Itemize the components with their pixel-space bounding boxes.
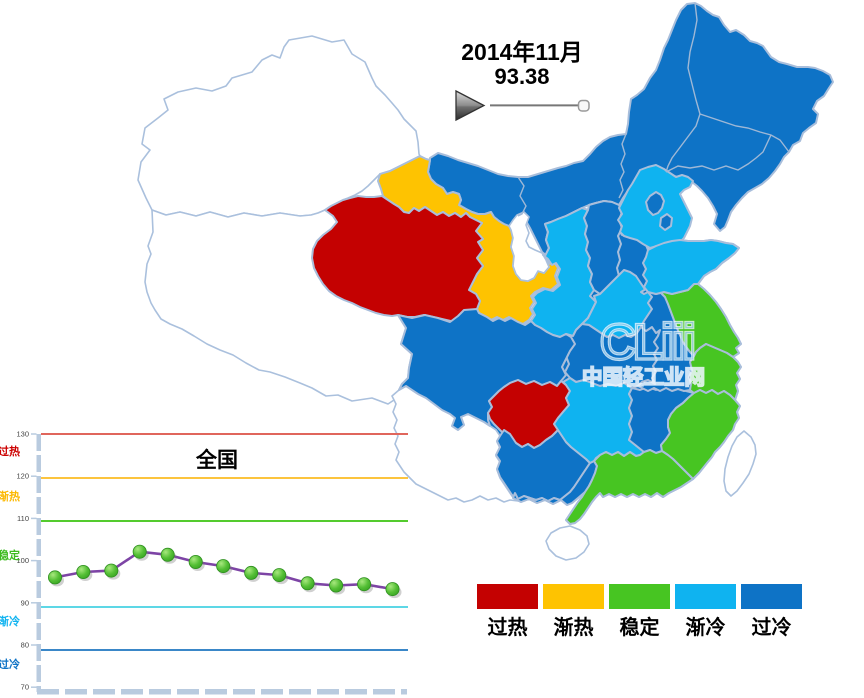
svg-text:100: 100 (16, 556, 29, 565)
svg-text:稳定: 稳定 (620, 615, 660, 639)
svg-text:93.38: 93.38 (494, 64, 549, 89)
svg-text:全国: 全国 (195, 448, 238, 472)
svg-text:过热: 过热 (0, 444, 20, 458)
svg-text:渐热: 渐热 (554, 615, 594, 639)
svg-text:中国轻工业网: 中国轻工业网 (582, 365, 705, 389)
svg-text:渐冷: 渐冷 (0, 614, 20, 628)
svg-text:CLiii: CLiii (600, 314, 693, 370)
svg-text:过热: 过热 (488, 616, 528, 639)
svg-text:90: 90 (21, 598, 29, 607)
svg-text:110: 110 (17, 514, 29, 523)
svg-text:过冷: 过冷 (0, 657, 20, 671)
svg-text:渐冷: 渐冷 (686, 615, 726, 639)
svg-text:CLiii: CLiii (600, 314, 693, 370)
svg-text:稳定: 稳定 (0, 548, 20, 562)
svg-text:80: 80 (21, 641, 29, 650)
svg-text:120: 120 (16, 472, 29, 481)
svg-text:130: 130 (16, 430, 29, 439)
svg-text:70: 70 (21, 683, 29, 692)
svg-text:2014年11月: 2014年11月 (461, 39, 582, 65)
svg-text:渐热: 渐热 (0, 489, 20, 503)
svg-text:过冷: 过冷 (752, 615, 792, 639)
